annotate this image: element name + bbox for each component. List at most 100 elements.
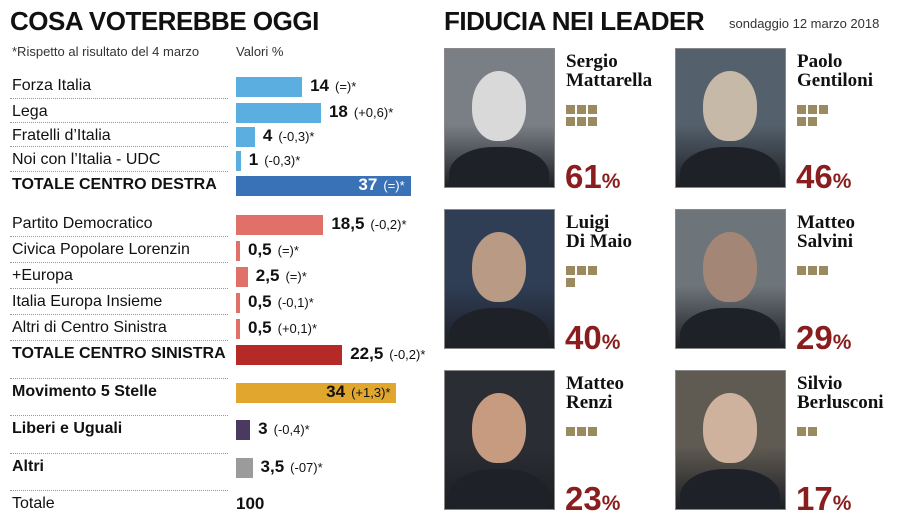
row-separator [10, 453, 228, 454]
data-bar [236, 127, 255, 147]
leader-last-name: Mattarella [566, 70, 653, 91]
value-group: 0,5 (=)* [248, 240, 299, 260]
percent-unit: % [601, 492, 621, 515]
value-label: 37 [358, 175, 378, 194]
change-label: (-0,4)* [273, 422, 310, 437]
leader-last-name: Di Maio [566, 231, 632, 252]
trust-percent: 40% [565, 319, 620, 357]
rating-square [797, 427, 806, 436]
value-group: 3,5 (-07)* [261, 457, 323, 477]
leader-name: Paolo Gentiloni [797, 52, 873, 90]
leader-first-name: Luigi [566, 212, 610, 233]
data-bar [236, 293, 240, 313]
change-label: (=)* [335, 79, 357, 94]
category-label: Totale [12, 495, 55, 512]
face-shape [472, 393, 526, 463]
face-shape [703, 232, 757, 302]
leader-name: Matteo Renzi [566, 374, 624, 412]
value-label: 3,5 [260, 457, 285, 476]
row-separator [10, 378, 228, 379]
leader-last-name: Gentiloni [797, 70, 874, 91]
change-label: (-0,1)* [277, 295, 314, 310]
leader-first-name: Matteo [566, 373, 625, 394]
rating-square [588, 266, 597, 275]
leader-last-name: Salvini [797, 231, 853, 252]
change-label: (+0,6)* [353, 105, 394, 120]
percent-value: 46 [796, 158, 833, 195]
value-label: 22,5 [350, 344, 384, 363]
change-label: (-0,2)* [389, 347, 426, 362]
leader-photo [444, 48, 555, 188]
percent-value: 61 [565, 158, 602, 195]
value-group: 100 [236, 494, 264, 514]
change-label: (-0,3)* [264, 153, 301, 168]
change-label: (-0,3)* [278, 129, 315, 144]
value-group: 2,5 (=)* [256, 266, 307, 286]
row-separator [10, 98, 228, 99]
data-bar [236, 103, 321, 123]
value-group: 18 (+0,6)* [329, 102, 393, 122]
change-label: (=)* [277, 243, 299, 258]
value-group: 4 (-0,3)* [263, 126, 315, 146]
rating-square [819, 105, 828, 114]
change-label: (-07)* [290, 460, 323, 475]
row-separator [10, 262, 228, 263]
rating-square [797, 266, 806, 275]
value-group: 14 (=)* [310, 76, 356, 96]
leader-name: Sergio Mattarella [566, 52, 652, 90]
rating-square [588, 117, 597, 126]
percent-unit: % [832, 170, 852, 193]
value-group: 22,5 (-0,2)* [350, 344, 425, 364]
category-label: Liberi e Uguali [12, 420, 123, 437]
value-label: 100 [236, 494, 265, 513]
shoulders-shape [680, 308, 780, 348]
value-label: 4 [262, 126, 273, 145]
leader-photo [444, 370, 555, 510]
leader-name: Silvio Berlusconi [797, 374, 884, 412]
percent-value: 23 [565, 480, 602, 517]
data-bar [236, 215, 324, 235]
value-label: 0,5 [248, 318, 272, 337]
percent-value: 17 [796, 480, 833, 517]
leader-first-name: Silvio [797, 373, 843, 394]
shoulders-shape [680, 147, 780, 187]
data-bar [236, 345, 343, 365]
rating-square [797, 117, 806, 126]
row-separator [10, 415, 228, 416]
percent-unit: % [601, 331, 621, 354]
category-label: Partito Democratico [12, 215, 153, 232]
rating-square [808, 427, 817, 436]
value-label: 18 [328, 102, 348, 121]
value-group: 34 (+1,3)* [276, 382, 390, 402]
left-note: *Rispetto al risultato del 4 marzo [12, 44, 200, 59]
value-group: 3 (-0,4)* [258, 419, 310, 439]
rating-square [819, 266, 828, 275]
data-bar [236, 241, 240, 261]
row-separator [10, 490, 228, 491]
category-label: +Europa [12, 267, 73, 284]
change-label: (=)* [285, 269, 307, 284]
rating-square [577, 105, 586, 114]
leader-photo [675, 370, 786, 510]
value-label: 0,5 [248, 240, 272, 259]
category-label: Forza Italia [12, 77, 92, 94]
rating-square [808, 105, 817, 114]
leader-name: Luigi Di Maio [566, 213, 632, 251]
leader-last-name: Renzi [566, 392, 613, 413]
category-label: Altri di Centro Sinistra [12, 319, 167, 336]
value-label: 18,5 [331, 214, 365, 233]
rating-square [577, 266, 586, 275]
row-separator [10, 171, 228, 172]
change-label: (-0,2)* [370, 217, 407, 232]
value-label: 1 [248, 150, 259, 169]
row-separator [10, 122, 228, 123]
category-label: Noi con l’Italia - UDC [12, 151, 161, 168]
percent-value: 29 [796, 319, 833, 356]
rating-square [566, 278, 575, 287]
rating-square [588, 427, 597, 436]
percent-unit: % [601, 170, 621, 193]
left-title: COSA VOTEREBBE OGGI [10, 6, 319, 36]
percent-unit: % [832, 492, 852, 515]
rating-square [808, 117, 817, 126]
trust-percent: 46% [796, 158, 851, 196]
